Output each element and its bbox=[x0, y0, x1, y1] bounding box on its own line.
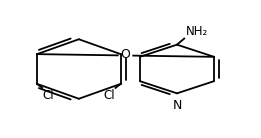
Text: Cl: Cl bbox=[43, 89, 54, 102]
Text: Cl: Cl bbox=[103, 89, 115, 102]
Text: N: N bbox=[172, 99, 182, 112]
Text: NH₂: NH₂ bbox=[186, 25, 208, 38]
Text: O: O bbox=[121, 48, 130, 61]
